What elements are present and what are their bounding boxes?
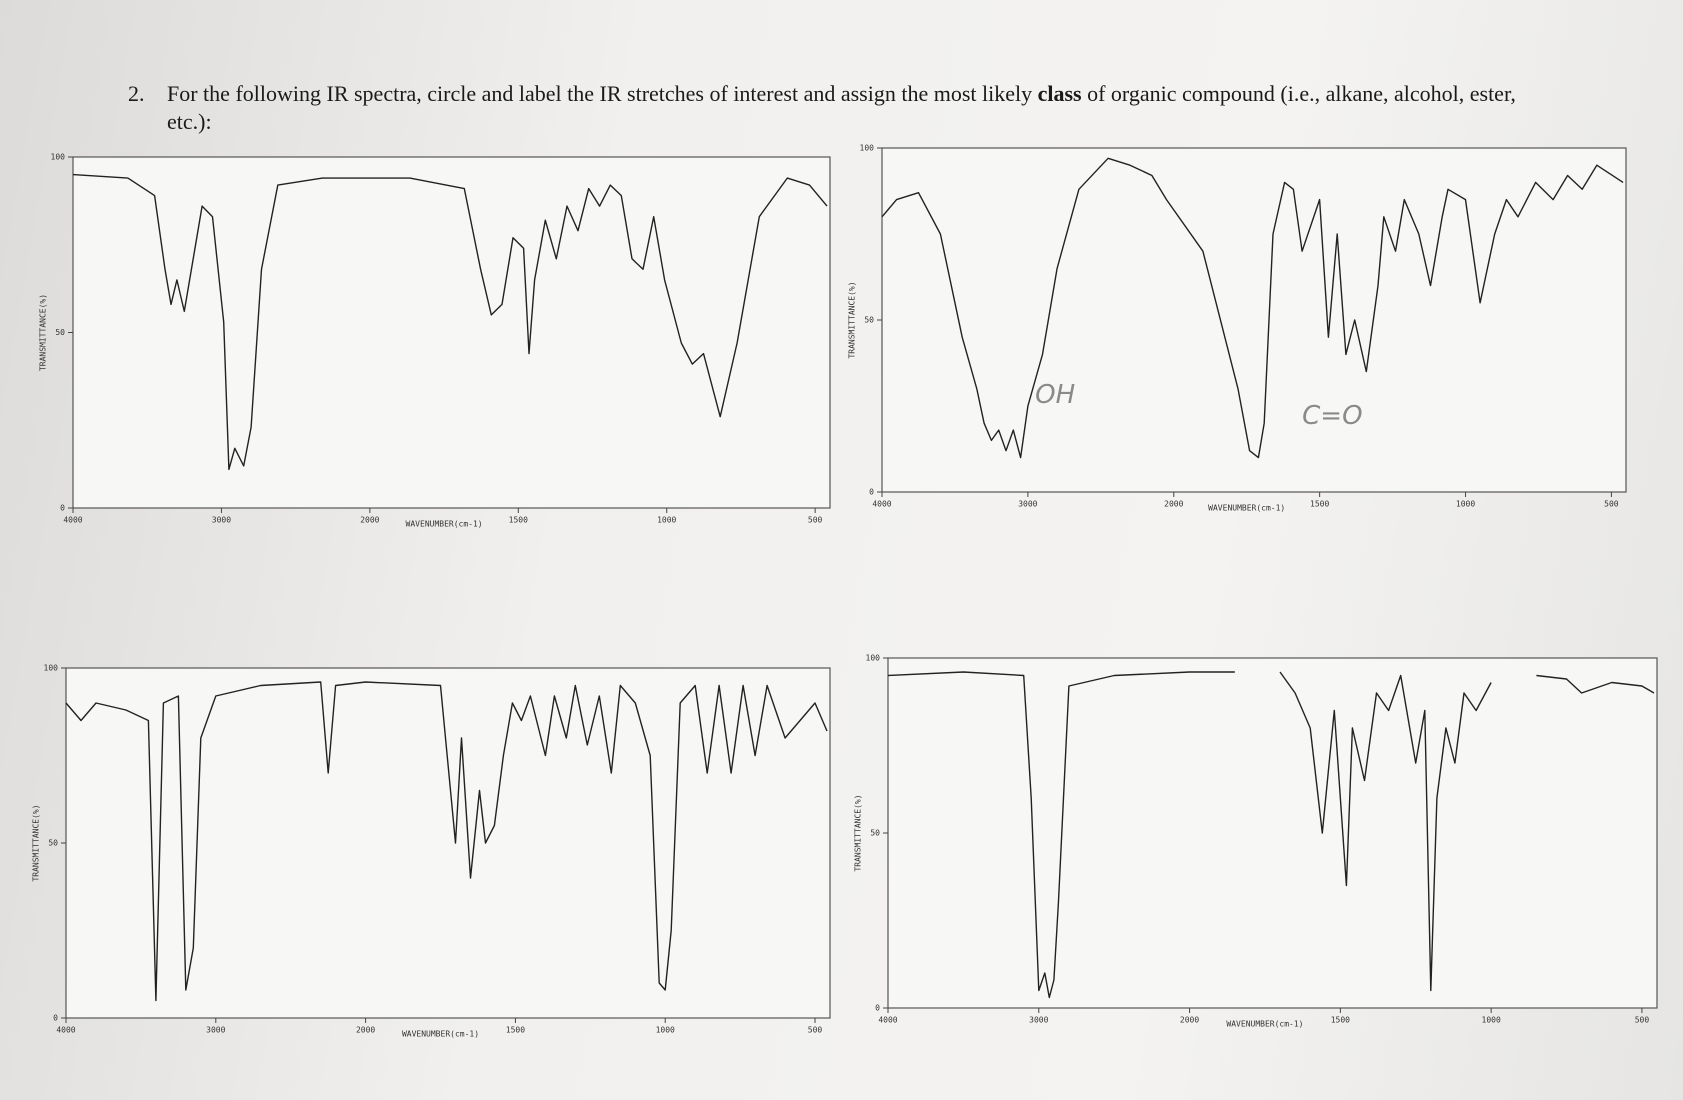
x-tick-label: 2000	[356, 1026, 375, 1035]
spectrum-line	[72, 173, 828, 471]
y-tick-label: 0	[60, 504, 65, 513]
spectrum-chart: 0 50 100 4000 3000 2000 1500 1000 500 WAVENUMBER(…	[848, 144, 1627, 513]
y-tick-label: 50	[48, 839, 58, 848]
x-tick-label: 3000	[1018, 500, 1037, 509]
x-tick-label: 1000	[1482, 1016, 1501, 1025]
spectrum-chart: 0 50 100 4000 3000 2000 1500 1000 500 WAVENUMBER(…	[32, 664, 831, 1039]
y-tick-label: 100	[866, 654, 881, 663]
plot-frame	[72, 156, 831, 509]
question-text-part: of organic compound (i.e., alkane, alcoh…	[167, 81, 1516, 134]
spectrum-chart: 0 50 100 4000 3000 2000 1500 1000 500 WAVENUMBER(…	[39, 153, 831, 529]
y-tick-label: 50	[55, 328, 65, 337]
x-tick-label: 3000	[212, 516, 231, 525]
x-tick-label: 500	[1635, 1016, 1650, 1025]
x-tick-label: 2000	[1164, 500, 1183, 509]
x-axis-label: WAVENUMBER(cm-1)	[406, 520, 483, 529]
y-axis-label: TRANSMITTANCE(%)	[39, 294, 48, 371]
spectrum-chart: 0 50 100 4000 3000 2000 1500 1000 500 WAVENUMBER(…	[854, 654, 1658, 1029]
x-tick-label: 1500	[1331, 1016, 1350, 1025]
question-number: 2.	[128, 81, 145, 106]
plot-frame	[65, 667, 831, 1019]
y-tick-label: 100	[51, 153, 66, 162]
y-axis-label: TRANSMITTANCE(%)	[854, 794, 863, 871]
handwritten-note: C=O	[1302, 401, 1362, 431]
x-tick-label: 4000	[63, 516, 82, 525]
x-axis-label: WAVENUMBER(cm-1)	[1208, 504, 1285, 513]
x-tick-label: 1500	[1310, 500, 1329, 509]
y-tick-label: 0	[875, 1004, 880, 1013]
y-tick-label: 50	[864, 316, 874, 325]
x-tick-label: 1000	[1456, 500, 1475, 509]
x-tick-label: 1000	[656, 1026, 675, 1035]
handwritten-note: OH	[1035, 380, 1075, 410]
x-tick-label: 1500	[509, 516, 528, 525]
question-text: For the following IR spectra, circle and…	[167, 80, 1517, 136]
plot-frame	[887, 657, 1658, 1009]
y-axis-label: TRANSMITTANCE(%)	[32, 804, 41, 881]
x-tick-label: 1000	[657, 516, 676, 525]
x-tick-label: 500	[808, 516, 823, 525]
x-tick-label: 2000	[360, 516, 379, 525]
x-tick-label: 4000	[872, 500, 891, 509]
x-tick-label: 4000	[56, 1026, 75, 1035]
x-tick-label: 3000	[1029, 1016, 1048, 1025]
y-tick-label: 50	[870, 829, 880, 838]
y-tick-label: 0	[869, 488, 874, 497]
x-tick-label: 3000	[206, 1026, 225, 1035]
x-axis-label: WAVENUMBER(cm-1)	[402, 1030, 479, 1039]
question-text-bold: class	[1037, 81, 1082, 106]
spectrum-line	[887, 671, 1655, 999]
x-tick-label: 2000	[1180, 1016, 1199, 1025]
question-text-part: For the following IR spectra, circle and…	[167, 81, 1038, 106]
x-tick-label: 500	[1604, 500, 1619, 509]
spectrum-line	[65, 681, 828, 1002]
y-tick-label: 0	[53, 1014, 58, 1023]
x-tick-label: 4000	[878, 1016, 897, 1025]
y-tick-label: 100	[44, 664, 59, 673]
x-axis-label: WAVENUMBER(cm-1)	[1226, 1020, 1303, 1029]
plot-frame	[881, 147, 1627, 493]
spectrum-line	[881, 157, 1624, 459]
x-tick-label: 500	[808, 1026, 823, 1035]
y-tick-label: 100	[860, 144, 875, 153]
y-axis-label: TRANSMITTANCE(%)	[848, 281, 857, 358]
x-tick-label: 1500	[506, 1026, 525, 1035]
